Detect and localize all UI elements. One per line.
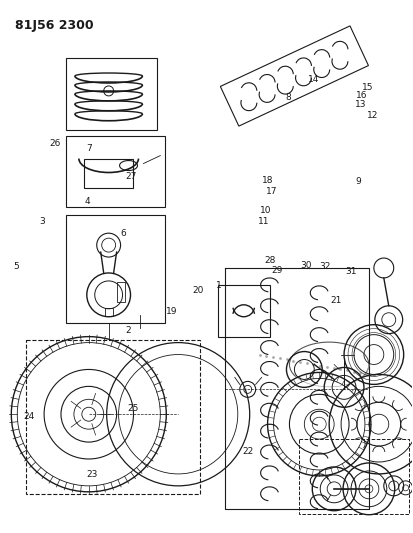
Text: 23: 23	[86, 471, 97, 479]
Bar	[84, 158, 133, 188]
Text: 5: 5	[13, 262, 19, 271]
Text: 81J56 2300: 81J56 2300	[15, 19, 94, 33]
Bar	[116, 282, 125, 302]
Bar	[66, 58, 157, 130]
Text: 8: 8	[286, 93, 292, 102]
Text: 3: 3	[40, 217, 45, 226]
Text: 27: 27	[125, 172, 136, 181]
Text: 17: 17	[266, 187, 277, 196]
Text: 26: 26	[50, 139, 61, 148]
Bar	[104, 308, 113, 316]
Text: 6: 6	[121, 229, 126, 238]
Text: 12: 12	[367, 111, 378, 120]
Bar	[299, 439, 408, 514]
Text: 28: 28	[264, 256, 276, 265]
Text: 14: 14	[307, 75, 319, 84]
Text: 24: 24	[24, 411, 35, 421]
Text: 7: 7	[87, 144, 93, 154]
Text: 18: 18	[262, 176, 274, 185]
Text: 2: 2	[126, 326, 131, 335]
Text: 22: 22	[242, 447, 253, 456]
Text: 16: 16	[356, 91, 367, 100]
Text: 15: 15	[361, 83, 373, 92]
Bar	[66, 215, 165, 322]
Bar	[218, 285, 270, 337]
Text: 21: 21	[330, 296, 342, 305]
Text: 20: 20	[192, 286, 204, 295]
Text: 32: 32	[319, 262, 330, 271]
Text: 31: 31	[345, 268, 357, 276]
Text: 1: 1	[216, 280, 222, 289]
Text: 11: 11	[258, 217, 270, 226]
Text: 30: 30	[300, 261, 311, 270]
Bar	[26, 340, 200, 494]
Text: 19: 19	[166, 307, 177, 316]
Bar	[66, 136, 165, 207]
Text: 13: 13	[355, 100, 366, 109]
Text: 9: 9	[356, 177, 361, 186]
Text: 10: 10	[260, 206, 272, 215]
Text: 29: 29	[271, 266, 283, 275]
Text: 4: 4	[85, 197, 90, 206]
Text: 25: 25	[127, 404, 138, 413]
